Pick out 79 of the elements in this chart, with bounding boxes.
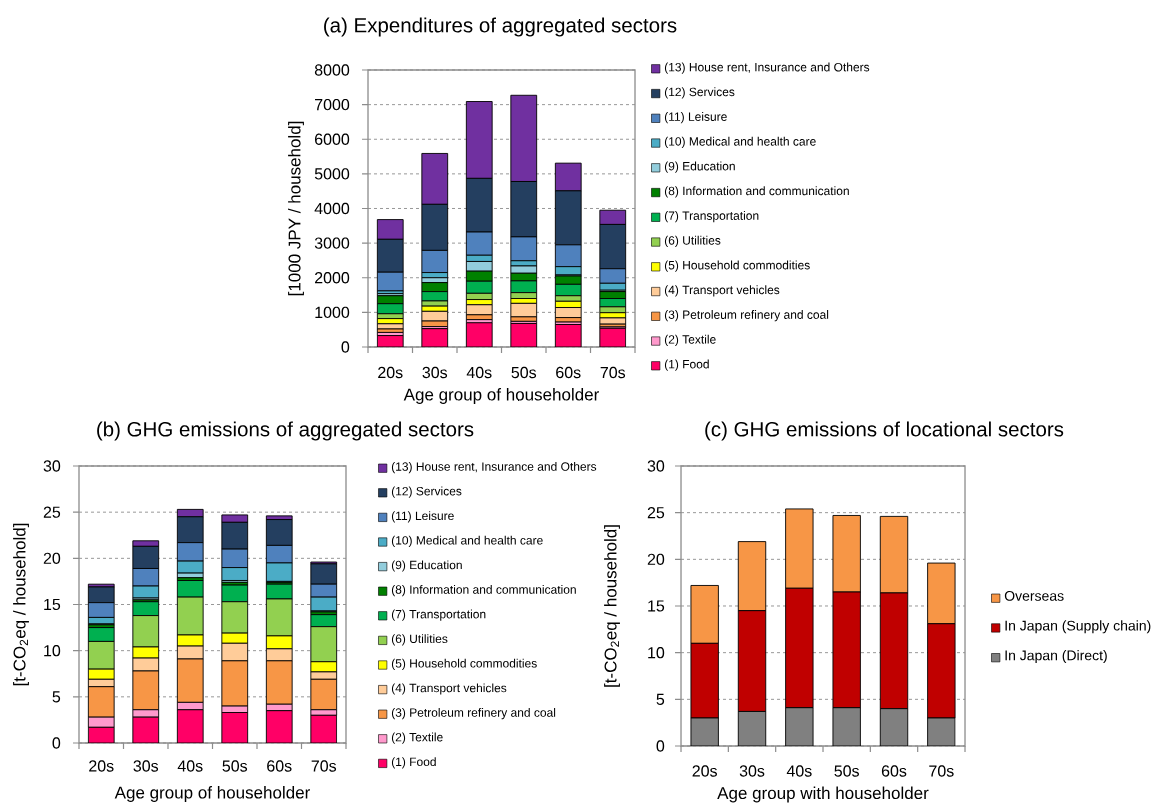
legend-label: In Japan (Supply chain) [1005,620,1151,634]
x-tick-label: 50s [222,760,248,772]
legend-label: (12) Services [664,87,735,99]
y-axis-title: [1000 JPY / household] [288,121,304,296]
legend-label: (2) Textile [391,732,443,744]
x-tick-label: 70s [311,760,337,772]
legend-label: (11) Leisure [391,511,454,523]
x-tick-label: 60s [267,760,292,772]
x-axis-title: Age group with householder [717,786,929,803]
y-tick-label: 20 [647,553,665,565]
legend-label: (3) Petroleum refinery and coal [664,310,829,322]
legend-label: (1) Food [664,359,709,371]
y-tick-label: 20 [43,552,61,564]
y-tick-label: 3000 [314,237,350,249]
x-tick-label: 40s [786,765,812,777]
legend-label: (7) Transportation [391,609,486,621]
x-tick-label: 40s [466,366,492,379]
y-tick-label: 0 [656,740,665,752]
y-axis-title: [t-CO$_{2}$eq / household] [604,525,620,687]
x-tick-label: 50s [511,366,537,379]
x-tick-label: 70s [600,366,626,379]
legend-label: (2) Textile [664,334,716,347]
x-axis-title: Age group of householder [114,786,310,802]
y-tick-label: 2000 [315,272,350,284]
legend-label: (10) Medical and health care [664,136,816,149]
chart-title: (c) GHG emissions of locational sectors [705,421,1064,441]
y-tick-label: 4000 [314,202,350,215]
y-tick-label: 7000 [315,98,350,111]
legend-label: (1) Food [391,757,436,769]
legend-label: (4) Transport vehicles [664,285,780,297]
y-tick-label: 15 [44,598,61,611]
legend-label: In Japan (Direct) [1005,650,1107,664]
legend-label: (5) Household commodities [391,658,537,670]
y-tick-label: 25 [43,506,61,518]
legend-label: (12) Services [391,486,462,498]
y-tick-label: 30 [647,460,665,472]
legend-label: (9) Education [391,560,462,572]
y-tick-label: 5 [52,691,61,703]
legend-label: (11) Leisure [664,112,727,124]
y-tick-label: 6000 [315,133,350,145]
y-tick-label: 10 [44,645,61,657]
x-tick-label: 20s [89,760,114,772]
legend-label: (3) Petroleum refinery and coal [391,708,556,720]
x-tick-label: 40s [177,760,203,772]
y-tick-label: 5 [656,693,665,705]
x-tick-label: 60s [556,366,581,379]
y-tick-label: 0 [341,341,350,353]
legend-label: (10) Medical and health care [391,535,543,547]
y-tick-label: 5000 [314,168,350,180]
x-tick-label: 30s [422,366,448,379]
y-axis-title: [t-CO$_{2}$eq / household] [13,523,29,686]
x-tick-label: 20s [692,765,717,777]
x-tick-label: 30s [739,765,765,777]
x-axis-title: Age group of householder [403,388,599,404]
legend-label: (5) Household commodities [664,260,810,272]
legend-label: (8) Information and communication [391,585,576,597]
y-tick-label: 10 [648,647,665,659]
x-tick-label: 60s [881,765,907,777]
legend-label: (6) Utilities [391,634,448,646]
y-tick-label: 0 [52,737,61,749]
chart-title: (a) Expenditures of aggregated sectors [324,17,677,37]
legend-label: (6) Utilities [664,235,721,248]
y-tick-label: 15 [648,600,665,612]
legend-label: (13) House rent, Insurance and Others [391,462,597,474]
y-tick-label: 1000 [315,306,350,319]
chart-title: (b) GHG emissions of aggregated sectors [97,421,474,441]
x-tick-label: 20s [378,366,403,379]
x-tick-label: 50s [834,765,859,777]
legend-label: (13) House rent, Insurance and Others [664,62,870,74]
x-tick-label: 70s [929,765,954,777]
x-tick-label: 30s [133,760,159,772]
y-tick-label: 30 [43,460,61,472]
legend-label: (4) Transport vehicles [391,683,507,695]
legend-label: (7) Transportation [664,211,759,223]
legend-label: Overseas [1004,590,1064,601]
legend-label: (9) Education [664,161,735,173]
y-tick-label: 25 [647,507,665,519]
y-tick-label: 8000 [314,64,350,76]
legend-label: (8) Information and communication [664,186,849,198]
